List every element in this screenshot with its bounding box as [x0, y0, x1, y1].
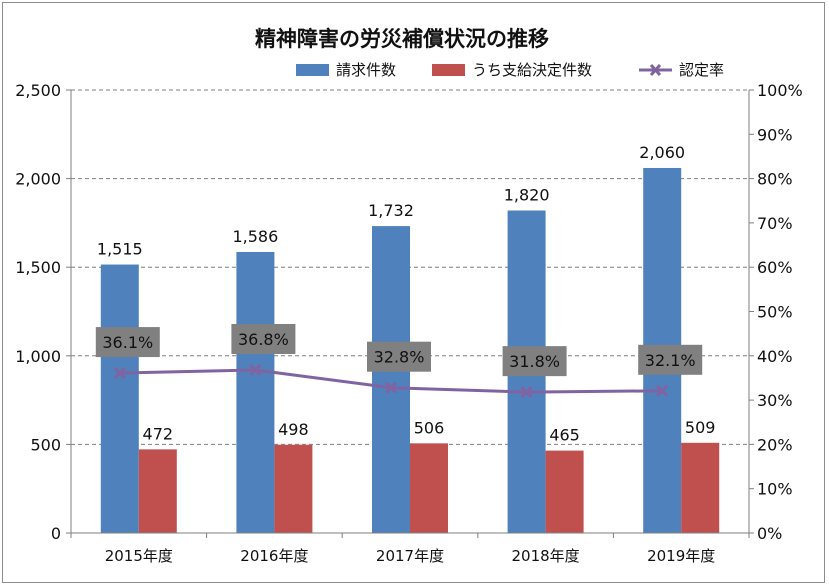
bar-claims [100, 264, 139, 533]
axes: 0 500 1,000 1,500 2,000 2,500 0% 10% 20% 30% 40% 50… [15, 81, 803, 565]
bar-approved [410, 443, 448, 533]
rate-marker-stroke [113, 367, 126, 380]
left-tick-label: 0 [51, 524, 61, 543]
rate-line [113, 363, 669, 399]
bar-approved [274, 444, 313, 533]
bars [100, 167, 720, 533]
right-tick-label: 100% [757, 81, 803, 100]
rate-marker-stroke [656, 384, 669, 397]
x-tick-label: 2019年度 [647, 547, 715, 565]
bar-approved [545, 450, 584, 533]
legend-swatch-claims [296, 64, 329, 76]
legend-label: 請求件数 [336, 61, 396, 79]
legend-label: 認定率 [679, 61, 724, 79]
legend-label: うち支給決定件数 [472, 61, 592, 79]
rate-label-box [638, 344, 703, 375]
left-tick-label: 1,500 [15, 258, 61, 277]
rate-label-box [367, 341, 431, 372]
rate-label-box [231, 323, 296, 354]
bar-approved [138, 449, 177, 533]
x-tick-label: 2015年度 [105, 547, 173, 565]
chart-title: 精神障害の労災補償状況の推移 [255, 27, 549, 51]
bar-claims [372, 226, 410, 533]
rate-data-label: 36.8% [238, 330, 289, 349]
legend: 請求件数 うち支給決定件数 認定率 [296, 61, 724, 79]
bar-data-label: 472 [143, 424, 174, 443]
bar-data-label: 2,060 [639, 143, 685, 162]
rate-marker [384, 381, 398, 394]
bar-data-label: 1,732 [368, 201, 414, 220]
right-tick-label: 40% [757, 347, 793, 366]
bar-data-label: 465 [549, 426, 580, 445]
left-tick-label: 2,000 [15, 170, 61, 189]
rate-marker [656, 384, 669, 397]
right-tick-label: 70% [757, 214, 793, 233]
legend-item: 認定率 [639, 61, 724, 79]
legend-swatch-rate-x [649, 63, 662, 77]
bar-data-label: 506 [414, 418, 445, 437]
bar-data-label: 1,586 [232, 227, 278, 246]
right-tick-label: 30% [757, 391, 793, 410]
bar-data-label: 498 [278, 420, 309, 439]
right-tick-label: 20% [757, 435, 793, 454]
rate-marker-stroke [520, 386, 533, 399]
x-tick-label: 2017年度 [376, 547, 444, 565]
right-tick-label: 80% [757, 170, 793, 189]
rate-label-box [95, 327, 160, 358]
x-tick-label: 2016年度 [240, 547, 308, 565]
bar-claims [236, 251, 275, 533]
bar-approved [681, 442, 720, 533]
left-tick-label: 1,000 [15, 347, 61, 366]
rate-marker [249, 363, 262, 377]
left-tick-label: 2,500 [15, 81, 61, 100]
legend-swatch-approved [432, 64, 465, 76]
right-tick-label: 50% [757, 303, 793, 322]
right-tick-label: 10% [757, 480, 793, 499]
rate-data-label: 32.1% [645, 351, 696, 370]
rate-marker [520, 386, 533, 399]
chart-svg: 精神障害の労災補償状況の推移 請求件数 うち支給決定件数 認定率 0 500 1,000… [15, 27, 803, 565]
x-tick-label: 2018年度 [512, 547, 580, 565]
right-tick-label: 0% [757, 524, 782, 543]
rate-label-box [502, 346, 567, 377]
rate-marker-stroke [249, 363, 262, 377]
right-tick-label: 60% [757, 258, 793, 277]
data-labels: 1,515 1,586 1,732 1,820 2,060 472 498 506 465 509… [95, 143, 716, 445]
rate-marker-stroke [384, 381, 398, 394]
bar-data-label: 1,515 [97, 240, 143, 259]
rate-data-label: 36.1% [102, 333, 153, 352]
rate-data-label: 31.8% [509, 352, 560, 371]
rate-marker [113, 367, 126, 380]
rate-data-label: 32.8% [374, 348, 425, 367]
left-tick-label: 500 [30, 435, 61, 454]
legend-item: うち支給決定件数 [432, 61, 592, 79]
legend-item: 請求件数 [296, 61, 396, 79]
bar-data-label: 1,820 [504, 185, 550, 204]
right-tick-label: 90% [757, 125, 793, 144]
bar-data-label: 509 [685, 418, 716, 437]
